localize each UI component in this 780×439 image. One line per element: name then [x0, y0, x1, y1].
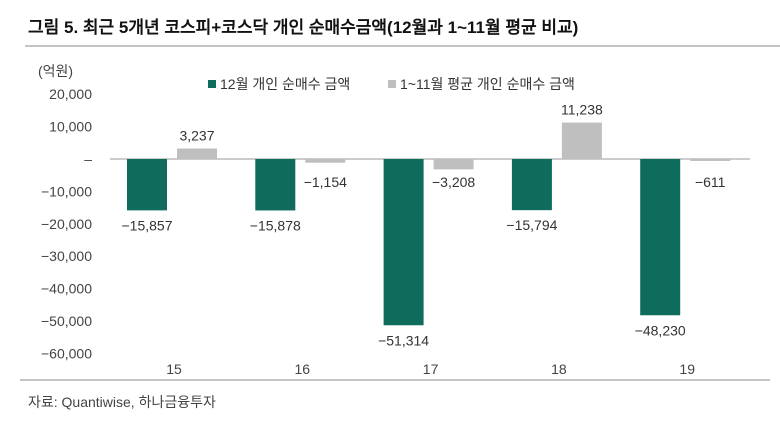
y-tick-label: 20,000 — [49, 86, 92, 102]
bar-avg — [177, 148, 217, 159]
x-tick-label: 17 — [423, 361, 439, 377]
bar-dec — [511, 159, 552, 211]
source-note: 자료: Quantiwise, 하나금융투자 — [28, 394, 216, 410]
y-tick-label: −20,000 — [41, 216, 92, 232]
data-label: −48,230 — [635, 322, 686, 338]
bar-avg — [433, 159, 474, 170]
x-axis: 15 16 17 18 19 — [166, 361, 695, 377]
legend-swatch-avg — [388, 80, 396, 88]
bar-avg — [690, 159, 731, 161]
y-axis: 20,000 10,000 – −10,000 −20,000 −30,000 −40,00… — [41, 86, 750, 361]
y-tick-label: −10,000 — [41, 183, 92, 199]
legend: 12월 개인 순매수 금액 1~11월 평균 개인 순매수 금액 — [208, 76, 575, 92]
y-tick-label: – — [84, 151, 92, 167]
x-tick-label: 16 — [295, 361, 311, 377]
bars: −15,857 3,237 −15,878 −1,154 −51,314 −3,208 −1… — [122, 102, 731, 348]
chart-title: 그림 5. 최근 5개년 코스피+코스닥 개인 순매수금액(12월과 1~11월… — [28, 18, 578, 37]
y-tick-label: 10,000 — [49, 119, 92, 135]
y-tick-label: −40,000 — [41, 281, 92, 297]
data-label: −1,154 — [304, 174, 347, 190]
data-label: 3,237 — [179, 128, 214, 144]
data-label: −3,208 — [432, 174, 475, 190]
bar-avg — [305, 159, 346, 163]
x-tick-label: 15 — [166, 361, 182, 377]
bar-dec — [127, 159, 167, 211]
data-label: −51,314 — [378, 332, 429, 348]
y-tick-label: −60,000 — [41, 345, 92, 361]
data-label: −15,857 — [122, 217, 173, 233]
legend-label-avg: 1~11월 평균 개인 순매수 금액 — [400, 76, 575, 92]
legend-swatch-dec — [208, 80, 216, 88]
x-tick-label: 19 — [679, 361, 695, 377]
data-label: 11,238 — [561, 102, 603, 118]
x-tick-label: 18 — [551, 361, 567, 377]
bar-dec — [255, 159, 296, 211]
bar-dec — [640, 159, 681, 316]
data-label: −611 — [695, 174, 726, 190]
legend-label-dec: 12월 개인 순매수 금액 — [220, 76, 350, 92]
data-label: −15,878 — [250, 217, 301, 233]
y-tick-label: −50,000 — [41, 313, 92, 329]
bar-avg — [561, 122, 602, 159]
unit-label: (억원) — [38, 63, 73, 79]
data-label: −15,794 — [506, 217, 557, 233]
y-tick-label: −30,000 — [41, 248, 92, 264]
bar-dec — [383, 159, 424, 326]
